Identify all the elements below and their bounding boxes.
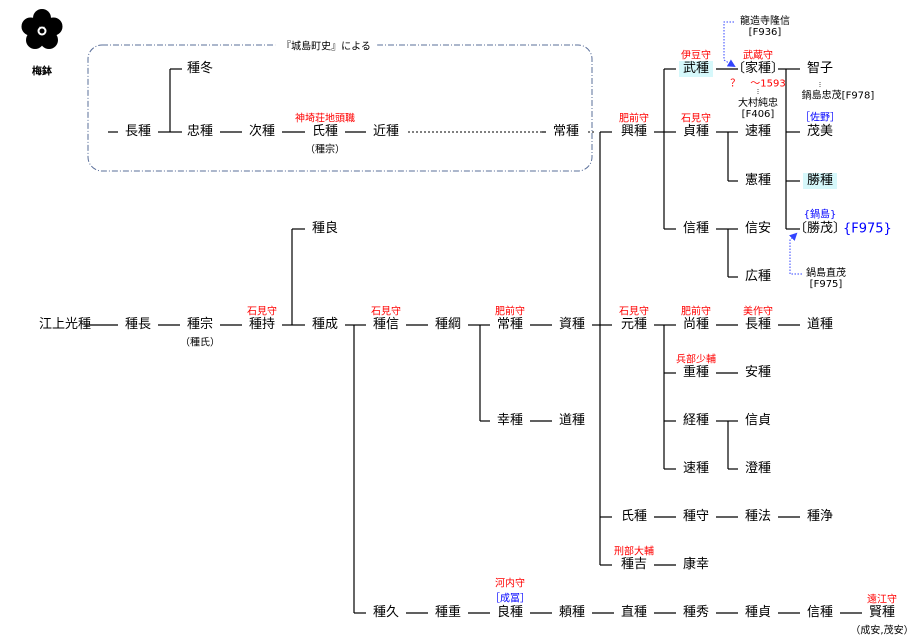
person-node: 経種 — [682, 413, 710, 428]
person-title: 石見守 — [371, 306, 401, 318]
person-node: 種持 — [248, 317, 276, 332]
person-title: 石見守 — [681, 113, 711, 125]
person-node: 長種 — [744, 317, 772, 332]
person-node: 重種 — [682, 365, 710, 380]
person-node: 直種 — [620, 605, 648, 620]
adoption-arrows — [723, 21, 802, 275]
person-node: 茂美 — [806, 124, 834, 139]
person-node: 種重 — [434, 605, 462, 620]
person-node: 種久 — [372, 605, 400, 620]
omura-name: 大村純忠 — [738, 98, 778, 109]
person-node: 種長 — [124, 317, 152, 332]
person-node: 次種 — [248, 124, 276, 139]
person-title: 肥前守 — [619, 113, 649, 125]
person-node: 澄種 — [744, 461, 772, 476]
person-node: 信貞 — [744, 413, 772, 428]
person-node: 資種 — [558, 317, 586, 332]
person-node: 速種 — [744, 124, 772, 139]
person-node: 氏種 — [620, 509, 648, 524]
person-title: 河内守 — [495, 578, 525, 590]
person-node: 広種 — [744, 269, 772, 284]
person-node: 〔家種〕 — [731, 61, 785, 76]
ryuzoji-annotation: 龍造寺隆信 [F936] — [740, 16, 790, 38]
person-node: 種貞 — [744, 605, 772, 620]
nabeshima-tadashige: 鍋島忠茂[F978] — [801, 90, 875, 102]
person-node: 元種 — [620, 317, 648, 332]
person-node: 種吉 — [620, 557, 648, 572]
person-node: 江上光種 — [38, 317, 92, 332]
person-node: 〔勝茂〕 — [793, 221, 847, 236]
person-node: 安種 — [744, 365, 772, 380]
person-title: 遠江守 — [867, 594, 897, 606]
ietane-dates: ？ ～1593 — [730, 78, 786, 90]
person-node: 種秀 — [682, 605, 710, 620]
naoshige-name: 鍋島直茂 — [806, 268, 846, 279]
person-title: 兵部少輔 — [676, 354, 716, 366]
person-title: 刑部大輔 — [614, 546, 654, 558]
person-node: 速種 — [682, 461, 710, 476]
person-node: 種良 — [311, 221, 339, 236]
person-title: 伊豆守 — [681, 50, 711, 62]
ryuzoji-name: 龍造寺隆信 — [740, 16, 790, 27]
person-node: 道種 — [558, 413, 586, 428]
person-alias: （種宗） — [305, 144, 345, 156]
person-node: 種守 — [682, 509, 710, 524]
person-node: 憲種 — [744, 173, 772, 188]
crest-label: 梅鉢 — [32, 66, 52, 78]
person-note: ［佐野］ — [800, 112, 840, 124]
umebachi-crest-icon — [21, 9, 63, 49]
person-title: 石見守 — [247, 306, 277, 318]
person-alias: （種氏） — [180, 337, 220, 349]
person-node: 種成 — [311, 317, 339, 332]
person-node: 貞種 — [682, 124, 710, 139]
person-node: 賢種 — [868, 605, 896, 620]
person-node: 信種 — [682, 221, 710, 236]
omura-annotation: 大村純忠 [F406] — [738, 98, 778, 120]
person-alias: （成安,茂安） — [850, 625, 914, 637]
person-node: 信種 — [806, 605, 834, 620]
person-node: 種浄 — [806, 509, 834, 524]
person-note: ［成冨］ — [490, 593, 530, 605]
person-node: 常種 — [496, 317, 524, 332]
person-node: 種信 — [372, 317, 400, 332]
person-node: 種冬 — [186, 61, 214, 76]
ryuzoji-ref: [F936] — [748, 27, 782, 38]
person-node: 近種 — [372, 124, 400, 139]
person-title: 肥前守 — [681, 306, 711, 318]
katsushige-ref: {F975} — [843, 221, 892, 237]
person-node: 幸種 — [496, 413, 524, 428]
person-node: 道種 — [806, 317, 834, 332]
person-title: 美作守 — [743, 306, 773, 318]
person-node: 尚種 — [682, 317, 710, 332]
person-title: 神埼荘地頭職 — [295, 113, 355, 125]
person-node: 氏種 — [311, 124, 339, 139]
source-box — [87, 44, 593, 172]
person-note: {鍋島} — [803, 209, 837, 221]
person-node: 忠種 — [186, 124, 214, 139]
person-node: 種法 — [744, 509, 772, 524]
person-node: 興種 — [620, 124, 648, 139]
person-node: 武種 — [678, 61, 714, 77]
person-node: 康幸 — [682, 557, 710, 572]
person-title: 肥前守 — [495, 306, 525, 318]
naoshige-ref: [F975] — [809, 279, 843, 290]
person-node: 長種 — [124, 124, 152, 139]
omura-ref: [F406] — [741, 109, 775, 120]
person-node: 信安 — [744, 221, 772, 236]
person-title: 石見守 — [619, 306, 649, 318]
source-label: 『城島町史』による — [275, 37, 377, 53]
person-title: 武蔵守 — [743, 50, 773, 62]
person-node: 智子 — [806, 61, 834, 76]
person-node: 良種 — [496, 605, 524, 620]
person-node: 種綱 — [434, 317, 462, 332]
person-node: 常種 — [552, 124, 580, 139]
person-node: 勝種 — [802, 173, 838, 189]
person-node: 種宗 — [186, 317, 214, 332]
person-node: 頼種 — [558, 605, 586, 620]
nabeshima-naoshige-annotation: 鍋島直茂 [F975] — [806, 268, 846, 290]
